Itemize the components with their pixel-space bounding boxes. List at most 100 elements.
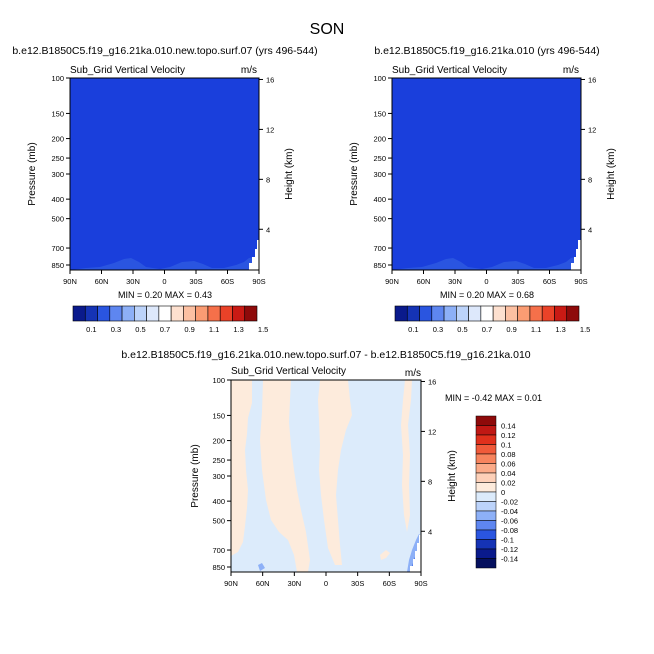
- panel-1-colorbar-swatch: [183, 305, 196, 322]
- panel-3-colorbar-swatch: [475, 434, 497, 445]
- panel-3-colorbar-swatch: [475, 444, 497, 455]
- panel-1-colorbar-swatch: [244, 305, 258, 322]
- panel-2-colorbar-swatch: [517, 305, 531, 322]
- panel-2-field-fill: [392, 78, 581, 270]
- panel-1-colorbar-swatch: [121, 305, 135, 322]
- panel-2-y-tick-label: 100: [373, 74, 386, 83]
- panel-3-negative-spot: [258, 563, 265, 571]
- panel-1-x-tick-label: 90N: [63, 277, 77, 286]
- panel-3-colorbar-swatch: [475, 463, 497, 474]
- panel-3-height-tick-label: 12: [428, 427, 436, 436]
- panel-2-colorbar-swatch: [541, 305, 555, 322]
- panel-1-stats: MIN = 0.20 MAX = 0.43: [118, 290, 212, 300]
- panel-1-ylabel-right: Height (km): [284, 148, 295, 200]
- panel-2-variable-label: Sub_Grid Vertical Velocity: [392, 65, 507, 76]
- panel-2-y-tick-label: 400: [373, 195, 386, 204]
- panel-2-y-tick-label: 500: [373, 215, 386, 224]
- panel-1-y-tick-label: 300: [51, 170, 64, 179]
- panel-1: b.e12.B1850C5.f19_g16.21ka.010.new.topo.…: [12, 45, 317, 334]
- panel-1-field-fill: [70, 78, 259, 270]
- panel-1-colorbar-label: 0.7: [160, 325, 170, 334]
- panel-3-y-tick-label: 150: [212, 411, 225, 420]
- panel-3-colorbar-label: -0.08: [501, 526, 518, 535]
- panel-1-x-tick-label: 90S: [252, 277, 265, 286]
- panel-1-colorbar-swatch: [158, 305, 172, 322]
- panel-3-colorbar-swatch: [475, 482, 497, 493]
- panel-1-colorbar-swatch: [232, 305, 246, 322]
- panel-3-colorbar-label: 0.08: [501, 450, 516, 459]
- panel-2-x-tick-label: 90N: [385, 277, 399, 286]
- panel-2-height-tick-label: 16: [588, 75, 596, 84]
- panel-3-positive-region-center: [260, 380, 310, 572]
- panel-3-colorbar-swatch: [475, 548, 497, 559]
- panel-1-colorbar-label: 0.5: [135, 325, 145, 334]
- panel-3-ylabel-left: Pressure (mb): [190, 444, 201, 507]
- panel-3-terrain-mask: [410, 535, 421, 572]
- panel-2-colorbar-swatch: [554, 305, 568, 322]
- panel-2-colorbar-swatch: [456, 305, 469, 322]
- panel-1-height-tick-label: 16: [266, 75, 274, 84]
- panel-2-y-tick-label: 300: [373, 170, 386, 179]
- panel-3-ylabel-right: Height (km): [447, 450, 458, 502]
- panel-3-colorbar-swatch: [475, 425, 497, 436]
- panel-1-variable-label: Sub_Grid Vertical Velocity: [70, 65, 185, 76]
- panel-2-y-tick-label: 150: [373, 109, 386, 118]
- panel-2-colorbar-swatch: [566, 305, 580, 322]
- panel-3-height-tick-label: 8: [428, 477, 432, 486]
- panel-2-colorbar-swatch: [443, 305, 457, 322]
- panel-3-colorbar-swatch: [475, 520, 497, 531]
- panel-1-y-tick-label: 700: [51, 244, 64, 253]
- panel-3-y-tick-label: 300: [212, 472, 225, 481]
- panel-3-x-tick-label: 0: [324, 579, 328, 588]
- panel-3-y-tick-label: 850: [212, 563, 225, 572]
- panel-2-height-tick-label: 4: [588, 225, 592, 234]
- panel-2-colorbar-label: 1.1: [531, 325, 541, 334]
- panel-3-positive-region-east: [318, 380, 352, 565]
- panel-3-colorbar-label: -0.12: [501, 545, 518, 554]
- panel-2-colorbar-swatch: [394, 305, 408, 322]
- panel-1-colorbar-swatch: [195, 305, 209, 322]
- panel-1-height-tick-label: 8: [266, 175, 270, 184]
- panel-3-colorbar-label: 0.06: [501, 460, 516, 469]
- panel-1-y-tick-label: 100: [51, 74, 64, 83]
- panel-2-colorbar-label: 0.9: [506, 325, 516, 334]
- panel-1-colorbar-label: 0.1: [86, 325, 96, 334]
- panel-3-colorbar-label: 0.12: [501, 431, 516, 440]
- panel-3-positive-blob: [380, 550, 390, 560]
- panel-3-positive-strip: [401, 380, 412, 532]
- panel-2-stats: MIN = 0.20 MAX = 0.68: [440, 290, 534, 300]
- panel-2-colorbar-swatch: [480, 305, 494, 322]
- panel-2: b.e12.B1850C5.f19_g16.21ka.010 (yrs 496-…: [349, 45, 617, 334]
- panel-2-colorbar-swatch: [468, 305, 482, 322]
- panel-1-x-tick-label: 0: [162, 277, 166, 286]
- panel-2-colorbar-label: 1.5: [580, 325, 590, 334]
- panel-2-terrain-mask: [571, 240, 581, 270]
- panel-3-colorbar-label: -0.02: [501, 498, 518, 507]
- panel-3-height-tick-label: 16: [428, 377, 436, 386]
- panel-1-x-tick-label: 30S: [189, 277, 202, 286]
- panel-3-y-tick-label: 700: [212, 546, 225, 555]
- panel-1-ylabel-left: Pressure (mb): [27, 142, 38, 205]
- panel-3-height-tick-label: 4: [428, 527, 432, 536]
- panel-3-colorbar-swatch: [475, 491, 497, 502]
- panel-2-colorbar-label: 1.3: [555, 325, 565, 334]
- panel-2-y-tick-label: 250: [373, 154, 386, 163]
- panel-1-colorbar-swatch: [72, 305, 86, 322]
- panel-2-title: b.e12.B1850C5.f19_g16.21ka.010 (yrs 496-…: [374, 45, 599, 57]
- panel-2-colorbar-label: 0.3: [433, 325, 443, 334]
- panel-2-colorbar-swatch: [431, 305, 445, 322]
- panel-3-x-tick-label: 30N: [287, 579, 301, 588]
- panel-3-colorbar-label: 0.02: [501, 479, 516, 488]
- panel-2-ylabel-left: Pressure (mb): [349, 142, 360, 205]
- panel-2-ylabel-right: Height (km): [606, 148, 617, 200]
- panel-3-colorbar-label: 0: [501, 488, 505, 497]
- panel-2-colorbar-swatch: [505, 305, 518, 322]
- panel-1-y-tick-label: 400: [51, 195, 64, 204]
- panel-1-colorbar-label: 1.1: [209, 325, 219, 334]
- panel-2-x-tick-label: 30S: [511, 277, 524, 286]
- panel-1-x-tick-label: 30N: [126, 277, 140, 286]
- panel-2-colorbar-swatch: [419, 305, 433, 322]
- panel-1-colorbar-swatch: [109, 305, 123, 322]
- panel-1-colorbar-label: 1.5: [258, 325, 268, 334]
